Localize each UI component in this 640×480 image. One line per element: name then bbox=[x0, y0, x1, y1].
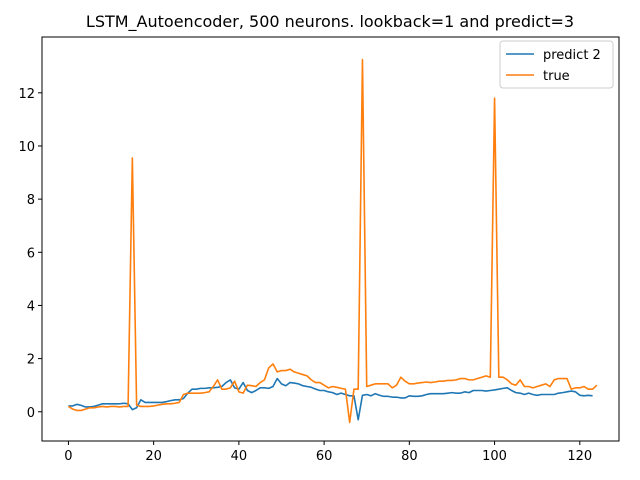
x-tick-label: 40 bbox=[231, 449, 248, 464]
legend-box bbox=[499, 40, 614, 89]
plot-border bbox=[41, 36, 620, 442]
y-tick-label: 0 bbox=[27, 406, 35, 421]
axis-ticks: 0 20 40 60 80 100 120 0 2 4 6 8 10 12 bbox=[18, 87, 592, 464]
y-tick-label: 10 bbox=[18, 140, 35, 155]
x-tick-label: 80 bbox=[401, 449, 418, 464]
x-tick-label: 0 bbox=[64, 449, 72, 464]
y-tick-label: 8 bbox=[27, 193, 35, 208]
x-tick-label: 120 bbox=[567, 449, 592, 464]
legend: predict 2 true bbox=[499, 40, 614, 89]
y-tick-label: 6 bbox=[27, 246, 35, 261]
series-line-predict-2 bbox=[68, 377, 593, 421]
chart-title: LSTM_Autoencoder, 500 neurons. lookback=… bbox=[86, 12, 574, 32]
plot-area bbox=[42, 37, 619, 441]
series-lines bbox=[67, 58, 598, 424]
x-tick-label: 20 bbox=[145, 449, 162, 464]
y-tick-label: 12 bbox=[18, 87, 35, 102]
y-tick-label: 2 bbox=[27, 353, 35, 368]
y-tick-label: 4 bbox=[27, 299, 35, 314]
legend-label: predict 2 bbox=[543, 48, 601, 63]
x-tick-label: 60 bbox=[316, 449, 333, 464]
series-line-true bbox=[67, 58, 598, 424]
x-tick-label: 100 bbox=[482, 449, 507, 464]
legend-label: true bbox=[543, 69, 570, 84]
